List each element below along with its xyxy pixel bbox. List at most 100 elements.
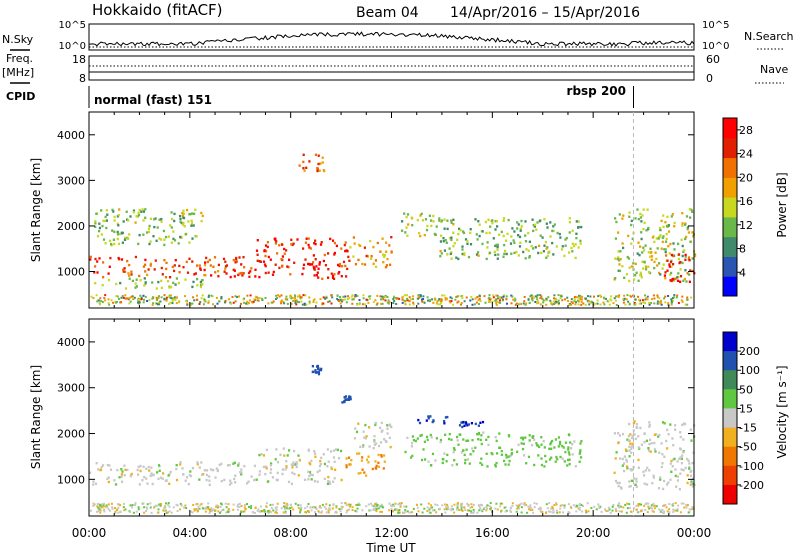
freq-label: Freq. [6,52,33,65]
power-colorbar-swatch [723,177,737,198]
power-colorbar: 4 8 12 16 20 24 28 [722,117,753,297]
velocity-colorbar-tick: 200 [739,345,760,358]
power-colorbar-label: Power [dB] [775,172,789,237]
power-colorbar-swatch [723,157,737,178]
velocity-colorbar-swatch [723,465,737,486]
nave-label: Nave [760,63,788,76]
power-colorbar-swatch [723,256,737,277]
velocity-colorbar-tick: 100 [739,364,760,377]
velocity-region [341,395,352,404]
power-ytick-label: 2000 [57,220,85,233]
nave-tick-lo: 0 [706,72,713,85]
velocity-region [417,415,449,425]
velocity-region [613,420,696,491]
nsearch-label: N.Search [744,30,794,43]
velocity-ytick-label: 3000 [57,382,85,395]
nsky-label: N.Sky [2,33,34,46]
velocity-axes: 1000 2000 3000 4000 [57,319,695,516]
velocity-region [353,421,393,450]
power-colorbar-tick: 4 [739,266,746,279]
velocity-colorbar-tick: -200 [739,479,764,492]
time-tick-label: 20:00 [576,526,611,540]
nave-tick-hi: 60 [706,53,720,66]
power-region [255,237,351,280]
power-colorbar-swatch [723,118,737,139]
velocity-colorbar-label: Velocity [m s⁻¹] [775,365,789,458]
velocity-colorbar-swatch [723,484,737,505]
nsky-panel-frame [88,23,695,51]
velocity-colorbar-tick: -100 [739,460,764,473]
nsky-trace [88,31,695,48]
time-tick-label: 00:00 [677,526,712,540]
nsky-tick-hi: 10^5 [59,20,86,31]
freq-tick-hi: 18 [72,53,86,66]
freq-unit-label: [MHz] [2,66,34,79]
power-colorbar-swatch [723,276,737,297]
power-panel-frame [88,111,695,309]
power-colorbar-tick: 20 [739,171,753,184]
velocity-region [404,431,583,468]
power-ground-scatter [90,294,693,306]
power-region [401,212,443,238]
power-colorbar-tick: 8 [739,243,746,256]
velocity-colorbar: 200 100 50 15 -15 -50 -100 -200 [722,331,764,505]
velocity-ytick-label: 1000 [57,473,85,486]
velocity-colorbar-tick: -15 [739,422,757,435]
velocity-region [345,452,386,477]
velocity-region [255,447,343,486]
velocity-ytick-label: 2000 [57,428,85,441]
power-region [663,253,696,283]
cpid-mode-rbsp: rbsp 200 [567,84,626,98]
power-region [298,153,326,173]
freq-tick-lo: 8 [79,72,86,85]
velocity-colorbar-tick: -50 [739,441,757,454]
velocity-heatmap [89,364,696,514]
velocity-panel-frame [88,318,695,517]
cpid-mode-normal: normal (fast) 151 [94,93,212,107]
time-tick-label: 12:00 [374,526,409,540]
power-colorbar-tick: 28 [739,124,753,137]
power-colorbar-tick: 24 [739,148,753,161]
date-range: 14/Apr/2016 – 15/Apr/2016 [450,5,640,21]
velocity-colorbar-tick: 15 [739,402,753,415]
power-colorbar-swatch [723,216,737,238]
power-region [94,208,204,247]
time-tick-label: 04:00 [173,526,208,540]
velocity-ground-scatter [90,502,695,514]
power-ytick-label: 3000 [57,174,85,187]
velocity-colorbar-tick: 50 [739,383,753,396]
power-colorbar-swatch [723,137,737,159]
power-colorbar-swatch [723,236,737,257]
power-ytick-label: 1000 [57,266,85,279]
power-colorbar-tick: 16 [739,195,753,208]
power-colorbar-tick: 12 [739,219,753,232]
velocity-region [89,461,256,486]
velocity-region [311,364,323,376]
velocity-region [458,420,485,429]
time-tick-label: 00:00 [72,526,107,540]
power-axes: 1000 2000 3000 4000 [57,112,695,308]
velocity-colorbar-swatch [723,351,737,371]
power-region [89,255,257,279]
velocity-colorbar-swatch [723,427,737,448]
nsky-tick-lo: 10^0 [59,41,86,52]
time-tick-label: 08:00 [273,526,308,540]
power-ylabel: Slant Range [km] [29,158,43,262]
time-tick-label: 16:00 [475,526,510,540]
power-region [613,207,697,283]
velocity-colorbar-swatch [723,332,737,352]
power-region [349,236,393,269]
power-heatmap [89,153,697,306]
velocity-colorbar-swatch [723,389,737,409]
velocity-ylabel: Slant Range [km] [29,365,43,469]
velocity-colorbar-swatch [723,408,737,428]
power-colorbar-swatch [723,197,737,218]
velocity-ytick-label: 4000 [57,336,85,349]
cpid-label: CPID [6,90,35,103]
power-region [94,277,204,290]
nsearch-tick-hi: 10^5 [702,20,729,31]
time-axis-label: Time UT [365,541,416,554]
power-region [438,217,583,261]
station-title: Hokkaido (fitACF) [92,1,223,19]
